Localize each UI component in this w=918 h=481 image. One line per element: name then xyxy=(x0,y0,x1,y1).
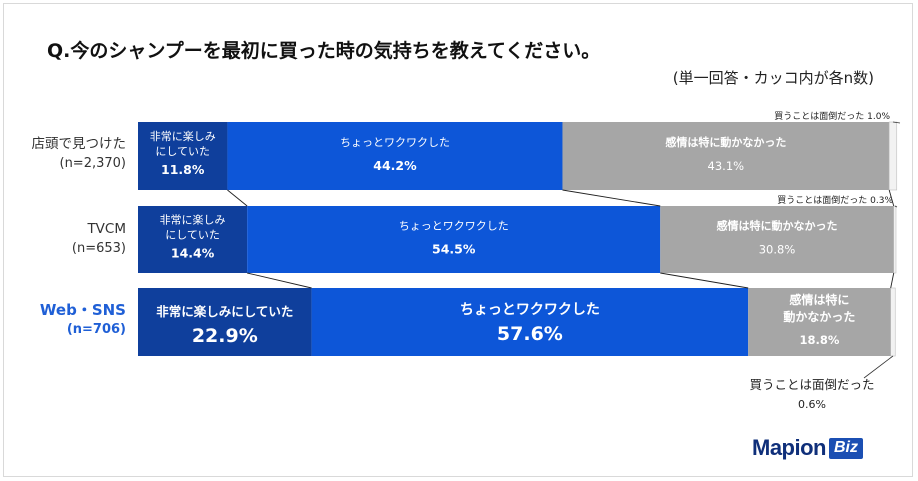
seg-label-r0-s0a: 非常に楽しみ xyxy=(150,130,216,143)
row-label-web-sns-name: Web・SNS xyxy=(39,301,126,319)
connector-line-r1-s0 xyxy=(247,272,312,289)
connector-line-r1-s1 xyxy=(660,272,749,289)
bar-segment-r2-s0 xyxy=(138,288,312,356)
bar-segment-r0-s2 xyxy=(562,122,890,190)
logo-badge-text: Biz xyxy=(829,437,863,459)
row-label-store: 店頭で見つけた (n=2,370) xyxy=(0,135,127,173)
seg-label-r0-s0b: にしていた xyxy=(155,145,210,158)
bar-segment-r0-s3 xyxy=(888,121,898,191)
chart-title: Q.今のシャンプーを最初に買った時の気持ちを教えてください。 xyxy=(47,40,601,62)
logo-main-text: Mapion xyxy=(752,435,827,460)
seg-label-r2-s2b: 動かなかった xyxy=(783,309,855,324)
seg-label-r1-s0a: 非常に楽しみ xyxy=(160,214,226,227)
bar-segment-r2-s3 xyxy=(890,287,896,357)
bar-segment-r1-s3 xyxy=(893,205,897,274)
callout-label-r0: 買うことは面倒だった 1.0% xyxy=(774,110,890,122)
seg-label-r1-s1: ちょっとワクワクした xyxy=(399,220,509,233)
row-label-store-name: 店頭で見つけた xyxy=(31,136,127,152)
callout-line-r2 xyxy=(863,355,894,379)
value-label-r2-s1: 57.6% xyxy=(497,323,563,345)
seg-label-r1-s2: 感情は特に動かなかった xyxy=(716,219,837,233)
bar-segment-r2-s1 xyxy=(311,288,749,356)
row-label-web-sns-n: (n=706) xyxy=(66,322,126,337)
seg-label-r2-s2a: 感情は特に xyxy=(789,292,849,307)
callout-label-r1: 買うことは面倒だった 0.3% xyxy=(777,194,893,206)
row-label-tvcm-n: (n=653) xyxy=(71,241,126,256)
value-label-r2-s2: 18.8% xyxy=(799,333,839,347)
seg-label-r2-s0: 非常に楽しみにしていた xyxy=(156,304,293,319)
callout-line-r1 xyxy=(894,205,898,208)
callout-line-r0 xyxy=(892,121,901,124)
callout-value-r2: 0.6% xyxy=(798,398,826,411)
mapion-biz-logo: Mapion Biz xyxy=(752,434,863,462)
connector-line-r0-s1 xyxy=(562,189,661,207)
bar-segment-r1-s2 xyxy=(660,206,894,273)
seg-label-r1-s0b: にしていた xyxy=(165,229,220,242)
value-label-r1-s2: 30.8% xyxy=(759,243,796,257)
row-label-tvcm: TVCM (n=653) xyxy=(0,220,126,258)
connector-line-r0-s2 xyxy=(888,189,895,207)
value-label-r2-s0: 22.9% xyxy=(192,325,258,347)
connector-line-r0-s0 xyxy=(227,189,248,207)
row-label-web-sns: Web・SNS (n=706) xyxy=(0,301,126,339)
seg-label-r0-s2: 感情は特に動かなかった xyxy=(665,135,786,149)
bar-segment-r1-s1 xyxy=(247,206,661,273)
value-label-r1-s0: 14.4% xyxy=(171,246,215,261)
connector-line-r1-s2 xyxy=(890,272,895,289)
bar-segment-r2-s2 xyxy=(748,288,891,356)
value-label-r1-s1: 54.5% xyxy=(432,242,476,257)
seg-label-r2-s1: ちょっとワクワクした xyxy=(460,302,600,318)
bar-segment-r1-s0 xyxy=(138,206,248,273)
bar-segment-r0-s0 xyxy=(138,122,228,190)
seg-label-r0-s1: ちょっとワクワクした xyxy=(340,136,450,149)
chart-subtitle: (単一回答・カッコ内が各n数) xyxy=(672,69,874,87)
value-label-r0-s0: 11.8% xyxy=(161,162,205,177)
row-label-tvcm-name: TVCM xyxy=(87,221,126,237)
value-label-r0-s2: 43.1% xyxy=(708,159,745,173)
row-label-store-n: (n=2,370) xyxy=(59,156,127,171)
callout-label-r2: 買うことは面倒だった xyxy=(749,377,874,392)
value-label-r0-s1: 44.2% xyxy=(373,158,417,173)
bar-segment-r0-s1 xyxy=(227,122,563,190)
